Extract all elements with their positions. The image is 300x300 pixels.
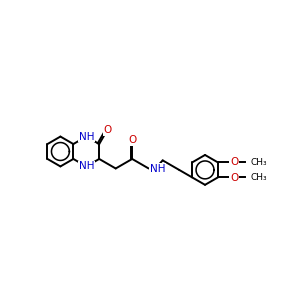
Text: CH₃: CH₃ <box>251 173 267 182</box>
Text: O: O <box>230 157 238 167</box>
Text: CH₃: CH₃ <box>251 158 267 167</box>
Text: O: O <box>128 135 136 145</box>
Text: NH: NH <box>79 161 94 171</box>
Text: O: O <box>230 173 238 183</box>
Text: NH: NH <box>79 132 94 142</box>
Text: NH: NH <box>150 164 166 174</box>
Text: O: O <box>103 125 112 135</box>
